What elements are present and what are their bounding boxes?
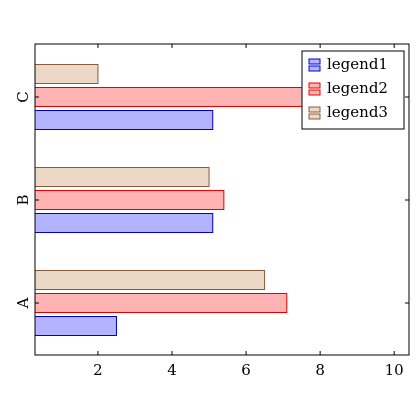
- y-tick-label-C: C: [14, 91, 32, 102]
- bar-legend1-B: [34, 213, 214, 233]
- bar-legend3-C: [34, 64, 99, 84]
- y-tick-label-B: B: [14, 194, 32, 205]
- bar-legend3-A: [34, 270, 266, 290]
- legend-swatch-legend1: [308, 58, 321, 65]
- x-tick-label-6: 6: [241, 361, 251, 379]
- legend-swatch-legend2: [308, 82, 321, 89]
- x-tick-label-4: 4: [167, 361, 177, 379]
- bar-legend1-A: [34, 316, 117, 336]
- x-tick-label-10: 10: [385, 361, 404, 379]
- legend-label-legend2: legend2: [327, 79, 388, 97]
- bar-legend2-B: [34, 190, 225, 210]
- legend: legend1 legend2 legend3: [301, 50, 405, 130]
- legend-label-legend1: legend1: [327, 55, 388, 73]
- bar-legend1-C: [34, 110, 214, 130]
- legend-swatch-lower-legend1: [308, 65, 321, 72]
- bar-legend2-C: [34, 87, 317, 107]
- x-tick-label-8: 8: [315, 361, 325, 379]
- legend-label-legend3: legend3: [327, 103, 388, 121]
- axes-layer: A B C 2 4 6 8 10: [14, 44, 409, 379]
- bar-legend3-B: [34, 167, 210, 187]
- bars-layer: [34, 64, 317, 336]
- bar-legend2-A: [34, 293, 288, 313]
- legend-swatch-lower-legend3: [308, 113, 321, 120]
- y-tick-label-A: A: [14, 297, 32, 309]
- x-tick-label-2: 2: [93, 361, 103, 379]
- legend-swatch-lower-legend2: [308, 89, 321, 96]
- legend-swatch-legend3: [308, 106, 321, 113]
